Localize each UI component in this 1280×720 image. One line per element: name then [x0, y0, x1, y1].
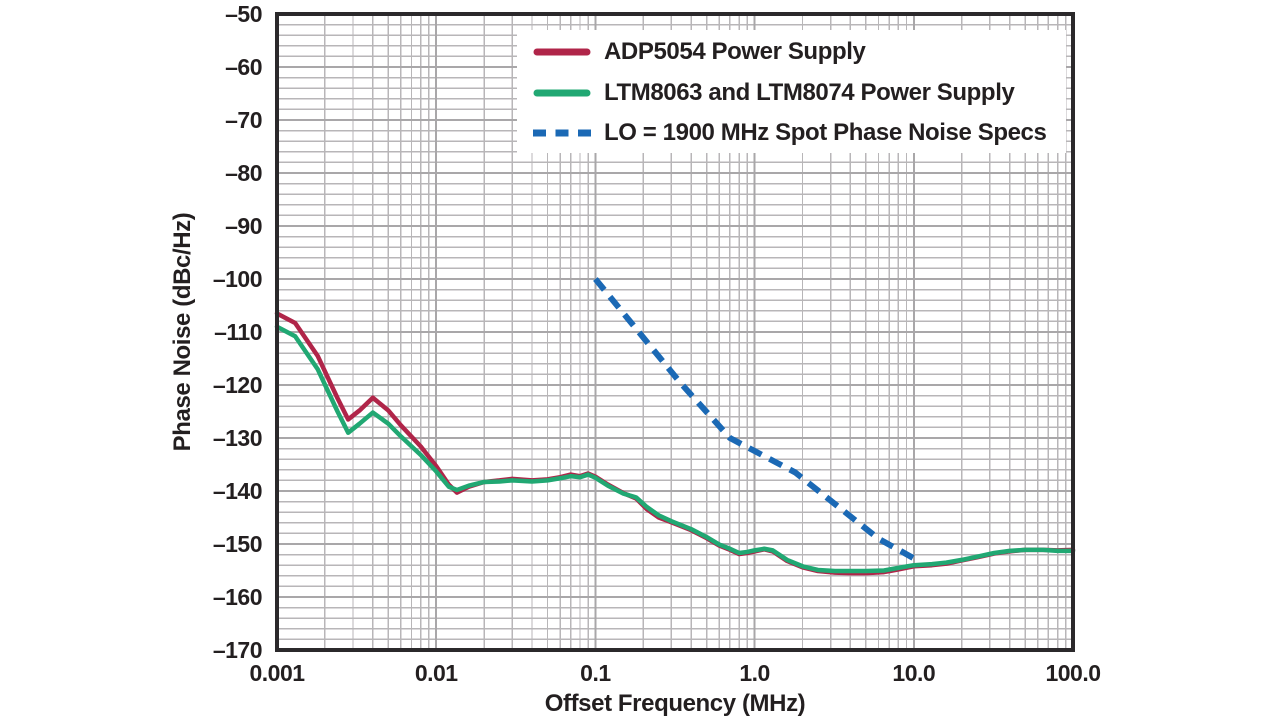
svg-text:–140: –140: [213, 478, 262, 504]
svg-text:–160: –160: [213, 584, 262, 610]
legend-item-adp5054: ADP5054 Power Supply: [533, 32, 1066, 72]
svg-text:–150: –150: [213, 531, 262, 557]
svg-text:–70: –70: [225, 107, 262, 133]
green-solid-line-swatch-icon: [533, 89, 591, 96]
svg-text:–60: –60: [225, 54, 262, 80]
legend-label-ltm8063-ltm8074: LTM8063 and LTM8074 Power Supply: [604, 78, 1015, 106]
blue-dashed-line-swatch-icon: [533, 129, 591, 137]
legend-item-lo-spec: LO = 1900 MHz Spot Phase Noise Specs: [533, 113, 1066, 153]
svg-text:0.01: 0.01: [415, 660, 458, 686]
legend-label-adp5054: ADP5054 Power Supply: [604, 38, 866, 66]
svg-text:–110: –110: [214, 319, 262, 345]
svg-text:–100: –100: [213, 266, 262, 292]
y-axis-label: Phase Noise (dBc/Hz): [169, 212, 196, 452]
legend-item-ltm8063-ltm8074: LTM8063 and LTM8074 Power Supply: [533, 73, 1066, 113]
svg-text:–50: –50: [225, 1, 262, 27]
svg-text:–120: –120: [213, 372, 262, 398]
svg-text:0.1: 0.1: [580, 660, 611, 686]
svg-text:–90: –90: [225, 213, 262, 239]
svg-text:–80: –80: [225, 160, 262, 186]
svg-text:–170: –170: [213, 637, 262, 663]
svg-text:100.0: 100.0: [1045, 660, 1100, 686]
red-solid-line-swatch-icon: [533, 48, 591, 56]
svg-text:10.0: 10.0: [892, 660, 935, 686]
legend: ADP5054 Power Supply LTM8063 and LTM8074…: [517, 30, 1066, 153]
legend-label-lo-spec: LO = 1900 MHz Spot Phase Noise Specs: [604, 118, 1047, 146]
x-axis-label: Offset Frequency (MHz): [544, 690, 806, 717]
svg-text:0.001: 0.001: [249, 660, 305, 686]
svg-text:1.0: 1.0: [739, 660, 769, 686]
svg-text:–130: –130: [213, 425, 262, 451]
